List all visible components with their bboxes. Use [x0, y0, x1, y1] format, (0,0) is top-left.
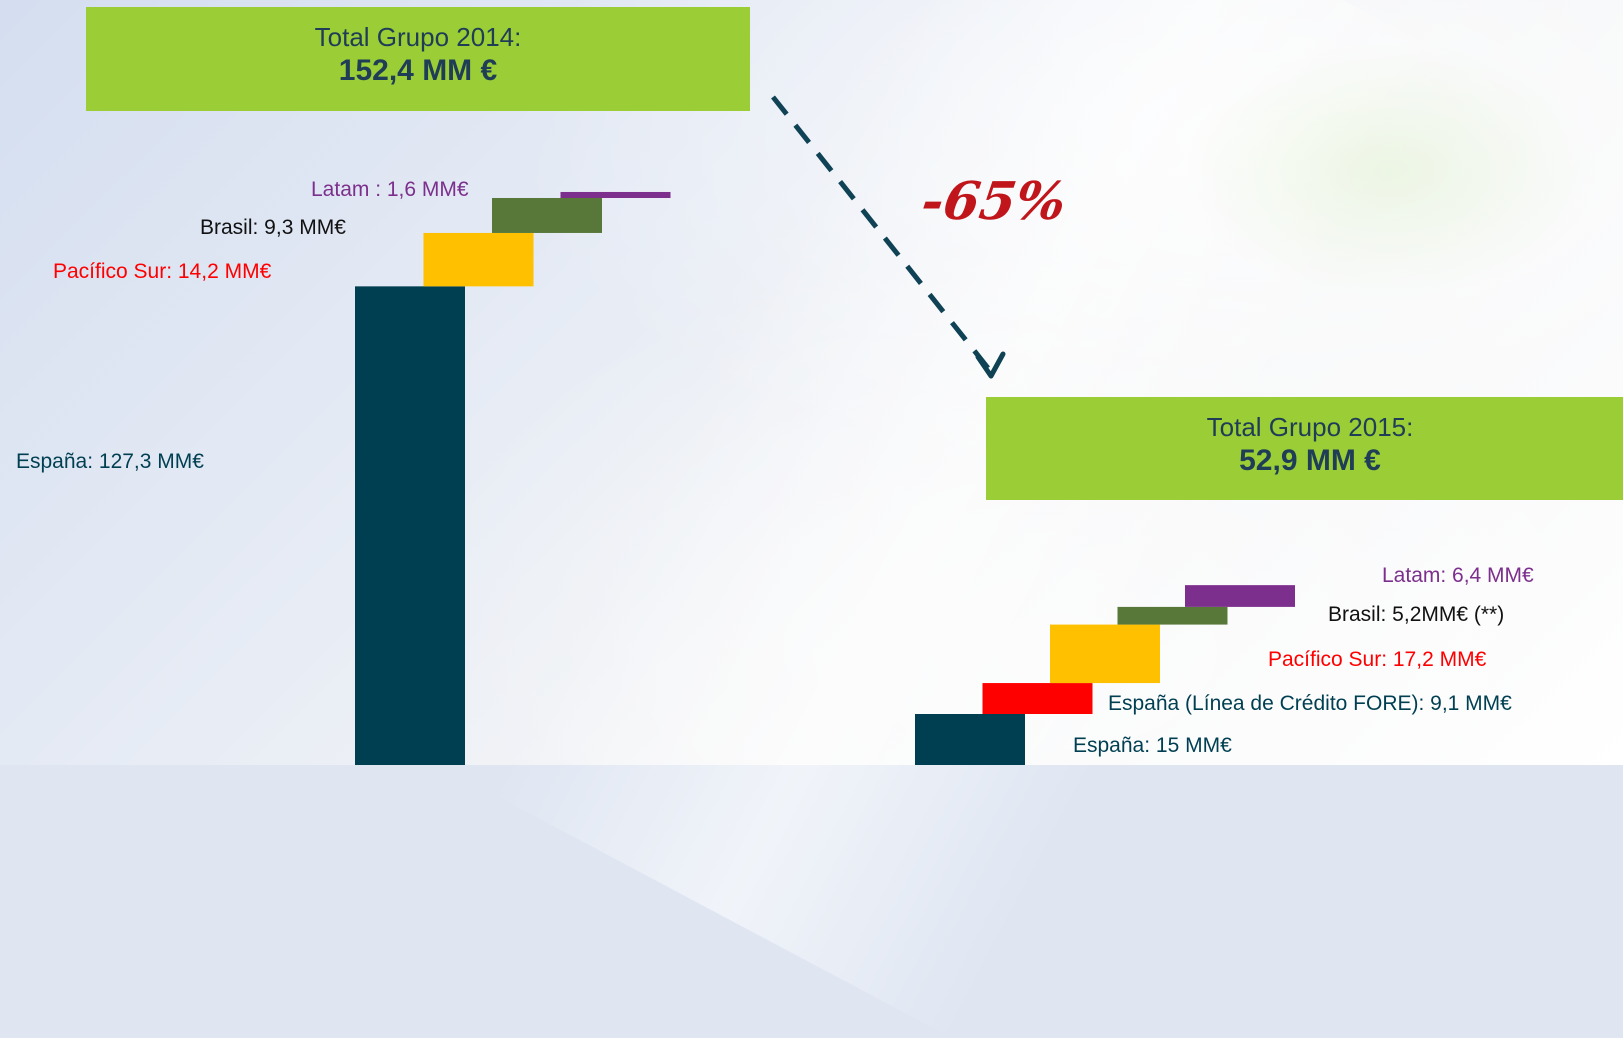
bar-2014-latam-bar	[560, 191, 671, 198]
label-2015-pacifico-sur: Pacífico Sur: 17,2 MM€	[1268, 648, 1487, 671]
total-2014-value: 152,4 MM €	[338, 54, 498, 87]
label-2015-espana: España: 15 MM€	[1073, 734, 1232, 757]
waterfall-2014	[355, 191, 671, 765]
label-2014-pacifico-sur: Pacífico Sur: 14,2 MM€	[53, 260, 272, 283]
change-percentage: -65%	[917, 171, 1070, 232]
bar-2015-espana-bar	[915, 714, 1025, 765]
background-watermark	[1180, 40, 1600, 300]
label-2014-espana: España: 127,3 MM€	[16, 450, 204, 473]
total-2015-box: Total Grupo 2015: 52,9 MM €	[986, 397, 1623, 500]
bar-2015-latam-bar	[1185, 585, 1295, 607]
label-2015-espana-fore: España (Línea de Crédito FORE): 9,1 MM€	[1108, 692, 1512, 715]
bar-2014-espana-bar	[355, 286, 465, 765]
total-2014-title: Total Grupo 2014:	[314, 22, 522, 52]
label-2014-brasil: Brasil: 9,3 MM€	[200, 216, 346, 239]
label-2015-latam: Latam: 6,4 MM€	[1382, 564, 1534, 587]
bar-2015-espana_fore-bar	[982, 683, 1093, 714]
bar-2014-pacifico_sur-bar	[423, 232, 534, 287]
bar-2015-pacifico_sur-bar	[1050, 624, 1160, 684]
total-2015-value: 52,9 MM €	[1239, 444, 1381, 477]
waterfall-2015	[915, 585, 1295, 765]
bar-2015-brasil-bar	[1117, 606, 1228, 625]
total-2014-box: Total Grupo 2014: 152,4 MM €	[86, 7, 750, 111]
trend-arrow	[771, 95, 1006, 379]
waterfall-chart	[355, 95, 1295, 765]
label-2014-latam: Latam : 1,6 MM€	[311, 178, 469, 201]
label-2015-brasil: Brasil: 5,2MM€ (**)	[1328, 603, 1505, 626]
total-2015-title: Total Grupo 2015:	[1206, 412, 1414, 442]
bar-2014-brasil-bar	[492, 197, 602, 233]
